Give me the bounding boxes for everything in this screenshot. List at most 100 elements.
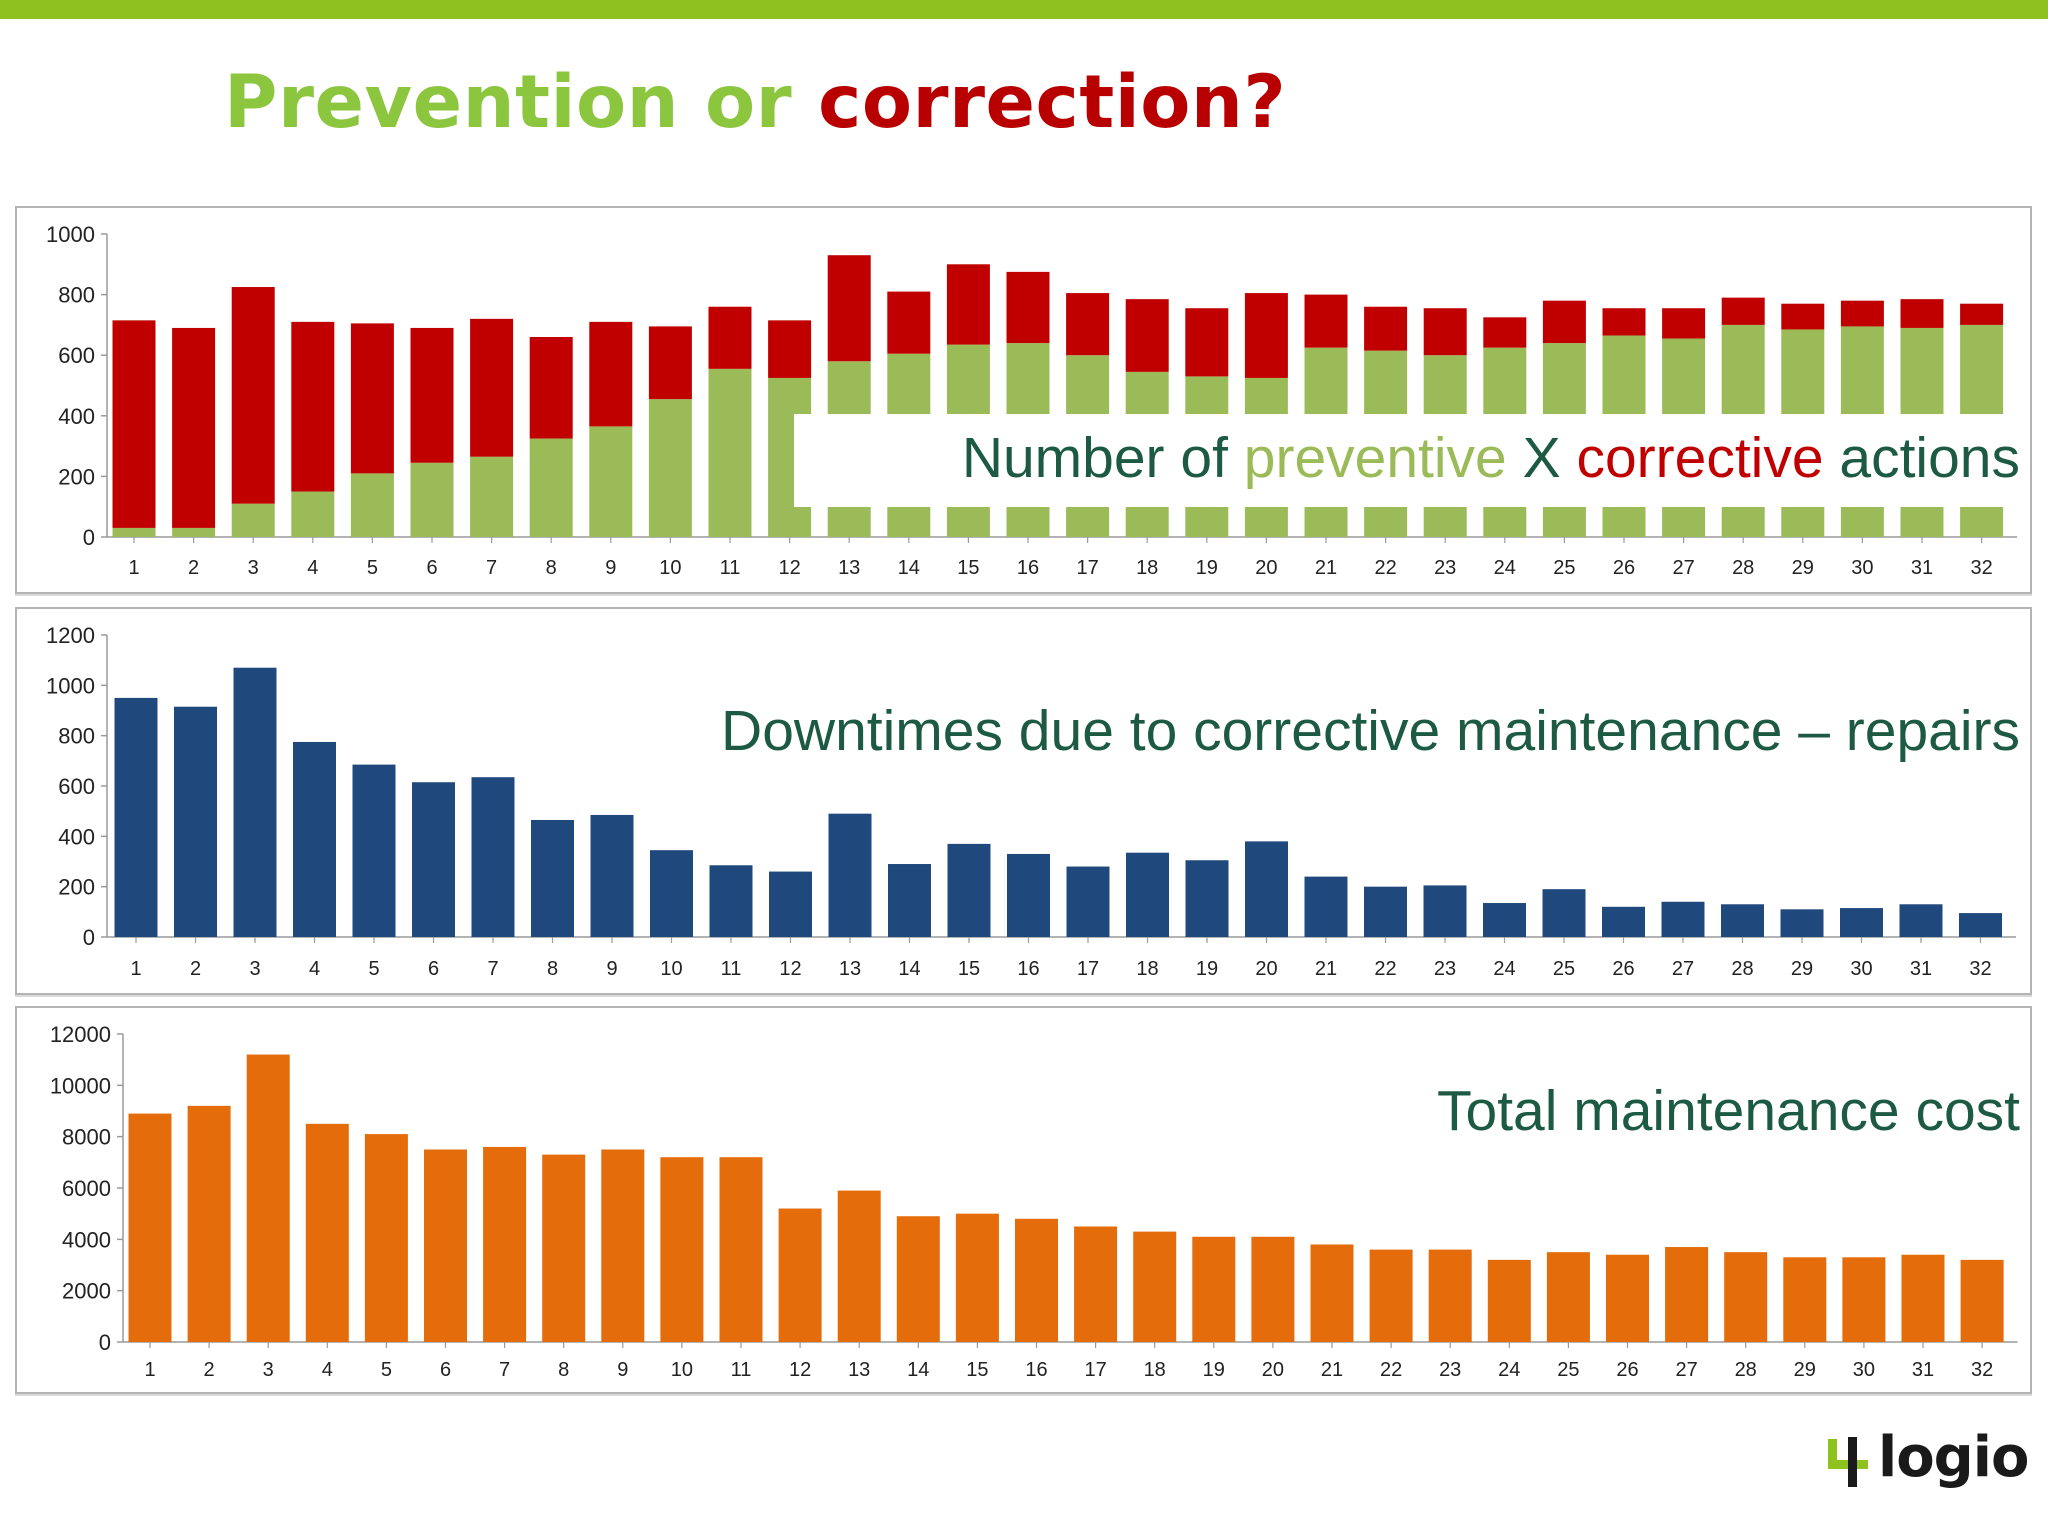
x-tick-label: 25 — [1553, 557, 1575, 579]
y-tick-label: 8000 — [62, 1125, 111, 1150]
bar-downtime — [769, 871, 812, 937]
x-tick-label: 27 — [1675, 1359, 1697, 1381]
bar-cost — [1015, 1218, 1058, 1342]
x-tick-label: 14 — [898, 958, 920, 980]
bar-downtime — [1007, 853, 1050, 937]
y-tick-label: 4000 — [62, 1227, 111, 1252]
y-tick-label: 800 — [58, 724, 95, 749]
x-tick-label: 25 — [1553, 958, 1575, 980]
bar-downtime — [1126, 852, 1169, 937]
bar-downtime — [1840, 908, 1883, 937]
x-tick-label: 7 — [487, 958, 498, 980]
y-tick-label: 600 — [58, 343, 95, 368]
bar-downtime — [352, 764, 396, 937]
y-tick-label: 1000 — [46, 673, 95, 698]
bar-downtime — [1661, 901, 1705, 937]
bar-preventive — [589, 426, 633, 537]
x-tick-label: 1 — [144, 1359, 155, 1381]
x-tick-label: 7 — [499, 1359, 510, 1381]
x-tick-label: 14 — [907, 1359, 929, 1381]
bar-cost — [1310, 1244, 1354, 1342]
x-tick-label: 30 — [1851, 557, 1873, 579]
x-tick-label: 4 — [309, 958, 320, 980]
x-tick-label: 28 — [1732, 557, 1754, 579]
bar-corrective — [1185, 308, 1229, 377]
x-tick-label: 9 — [605, 557, 616, 579]
x-tick-label: 30 — [1853, 1359, 1875, 1381]
bar-cost — [1665, 1247, 1709, 1342]
bar-downtime — [1364, 886, 1407, 937]
caption-actions: actions — [1823, 426, 2020, 490]
bar-corrective — [827, 255, 871, 362]
x-tick-label: 22 — [1374, 958, 1396, 980]
bar-corrective — [1304, 294, 1348, 348]
bar-downtime — [590, 814, 634, 937]
x-tick-label: 2 — [204, 1359, 215, 1381]
x-tick-label: 23 — [1439, 1359, 1461, 1381]
x-tick-label: 17 — [1076, 557, 1098, 579]
x-tick-label: 12 — [789, 1359, 811, 1381]
y-tick-label: 10000 — [50, 1073, 111, 1098]
x-tick-label: 31 — [1911, 557, 1933, 579]
caption-preventive: preventive — [1243, 426, 1507, 490]
x-tick-label: 8 — [547, 958, 558, 980]
bar-corrective — [1423, 308, 1467, 356]
bar-downtime — [531, 819, 574, 937]
bar-cost — [424, 1149, 467, 1342]
bar-corrective — [1006, 271, 1050, 344]
x-tick-label: 18 — [1136, 557, 1158, 579]
bar-downtime — [1542, 889, 1586, 937]
x-tick-label: 3 — [249, 958, 260, 980]
top-accent-bar — [0, 0, 2048, 19]
y-tick-label: 1200 — [46, 623, 95, 648]
bar-corrective — [768, 320, 812, 378]
x-tick-label: 8 — [558, 1359, 569, 1381]
x-tick-label: 29 — [1792, 557, 1814, 579]
x-tick-label: 16 — [1025, 1359, 1047, 1381]
bar-preventive — [648, 399, 692, 537]
x-tick-label: 5 — [381, 1359, 392, 1381]
bar-corrective — [1840, 300, 1884, 327]
bar-cost — [305, 1123, 349, 1342]
bar-cost — [1546, 1252, 1590, 1342]
x-tick-label: 28 — [1731, 958, 1753, 980]
x-tick-label: 6 — [426, 557, 437, 579]
bar-cost — [1074, 1226, 1118, 1342]
bar-corrective — [1602, 308, 1646, 336]
bar-downtime — [888, 864, 931, 937]
x-tick-label: 15 — [966, 1359, 988, 1381]
x-tick-label: 15 — [957, 557, 979, 579]
x-tick-label: 32 — [1971, 1359, 1993, 1381]
title-correction: correction? — [818, 60, 1287, 145]
bar-downtime — [293, 741, 336, 937]
bar-preventive — [231, 503, 275, 537]
x-tick-label: 5 — [368, 958, 379, 980]
bar-cost — [955, 1213, 999, 1342]
bar-cost — [1369, 1249, 1413, 1342]
x-tick-label: 29 — [1791, 958, 1813, 980]
y-tick-label: 12000 — [50, 1022, 111, 1047]
x-tick-label: 29 — [1794, 1359, 1816, 1381]
x-tick-label: 1 — [128, 557, 139, 579]
bar-downtime — [1245, 841, 1288, 937]
bar-corrective — [291, 321, 335, 492]
x-tick-label: 6 — [428, 958, 439, 980]
caption-x: X — [1506, 426, 1577, 490]
y-tick-label: 800 — [58, 283, 95, 308]
x-tick-label: 4 — [307, 557, 318, 579]
bar-corrective — [470, 318, 514, 457]
x-tick-label: 24 — [1498, 1359, 1520, 1381]
x-tick-label: 13 — [838, 557, 860, 579]
x-tick-label: 30 — [1850, 958, 1872, 980]
bar-cost — [778, 1208, 822, 1342]
x-tick-label: 19 — [1203, 1359, 1225, 1381]
y-tick-label: 2000 — [62, 1279, 111, 1304]
actions-overlay-box — [794, 414, 2028, 507]
bar-corrective — [1662, 308, 1706, 339]
bar-cost — [1428, 1249, 1472, 1342]
y-tick-label: 6000 — [62, 1176, 111, 1201]
x-tick-label: 10 — [659, 557, 681, 579]
caption-corrective: corrective — [1576, 426, 1824, 490]
bar-corrective — [231, 287, 275, 504]
bar-corrective — [1244, 293, 1288, 378]
